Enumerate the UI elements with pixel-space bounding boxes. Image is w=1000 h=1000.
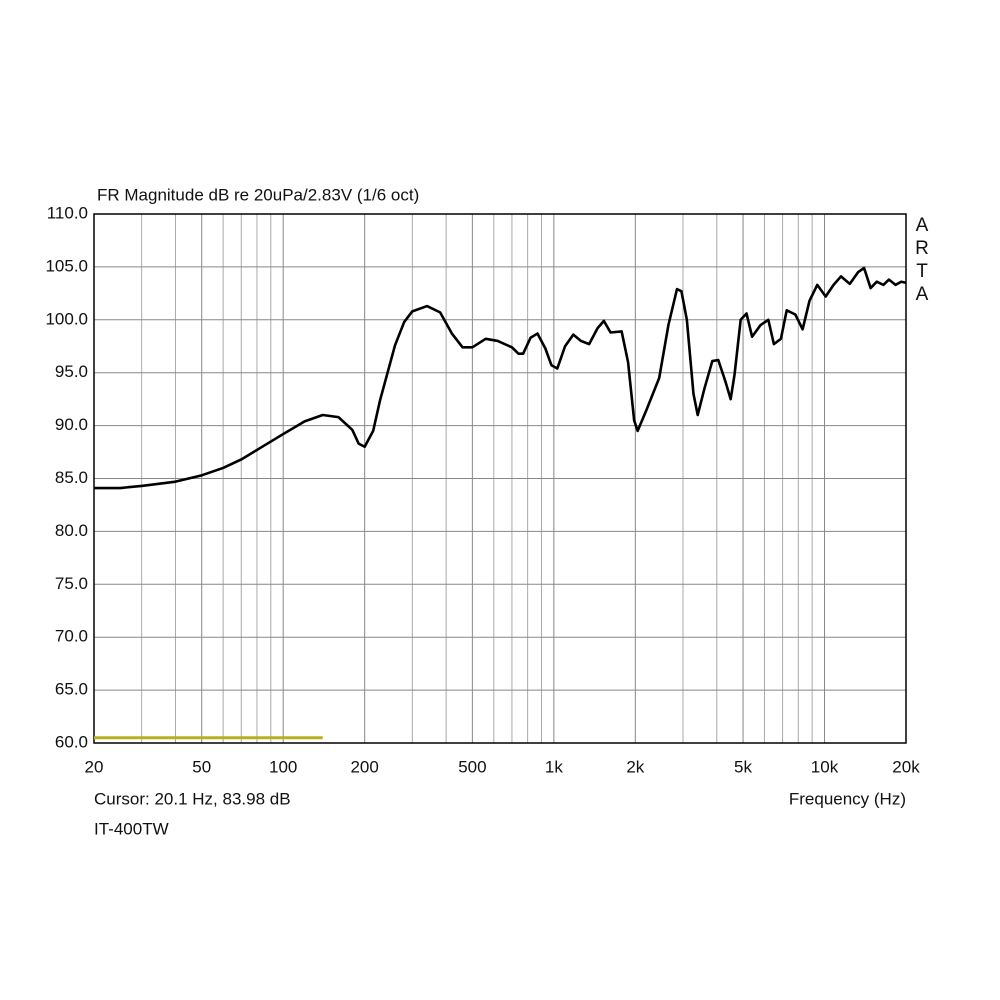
plot-frame [93, 213, 907, 744]
y-tick-label: 85.0 [55, 468, 88, 487]
x-tick-label: 5k [734, 757, 752, 776]
y-tick-label: 100.0 [45, 309, 88, 328]
y-tick-label: 65.0 [55, 680, 88, 699]
x-tick-label: 500 [458, 757, 486, 776]
x-tick-label: 50 [192, 757, 211, 776]
chart-title: FR Magnitude dB re 20uPa/2.83V (1/6 oct) [97, 185, 419, 204]
y-tick-label: 110.0 [47, 203, 88, 222]
x-axis-label: Frequency (Hz) [789, 789, 906, 808]
response-curve [94, 266, 907, 490]
x-tick-label: 20 [85, 757, 104, 776]
y-tick-label: 60.0 [55, 732, 88, 751]
y-tick-label: 80.0 [55, 521, 88, 540]
x-tick-label: 10k [811, 757, 839, 776]
watermark: ARTA [915, 215, 929, 305]
x-tick-label: 200 [350, 757, 378, 776]
x-tick-label: 2k [626, 757, 644, 776]
y-tick-label: 70.0 [55, 627, 88, 646]
x-tick-label: 100 [269, 757, 297, 776]
y-tick-label: 75.0 [55, 574, 88, 593]
cursor-readout: Cursor: 20.1 Hz, 83.98 dB [94, 789, 291, 808]
y-tick-label: 105.0 [45, 256, 88, 275]
x-tick-label: 20k [892, 757, 920, 776]
x-tick-label: 1k [545, 757, 563, 776]
y-tick-label: 95.0 [55, 362, 88, 381]
y-tick-label: 90.0 [55, 415, 88, 434]
caption: IT-400TW [94, 819, 169, 838]
